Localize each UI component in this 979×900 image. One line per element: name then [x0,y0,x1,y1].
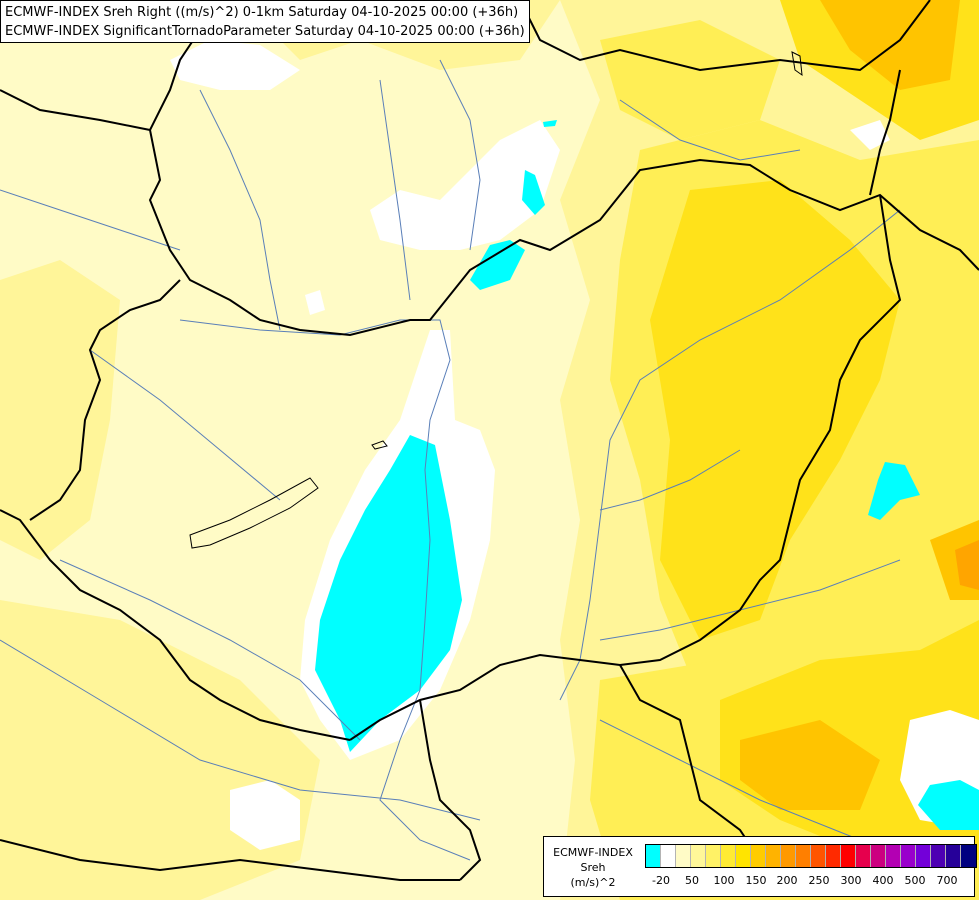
legend-swatch [826,845,841,867]
legend-swatch [856,845,871,867]
lake-balaton [189,477,319,549]
field-orange-se [740,720,880,810]
river-vah [379,79,411,301]
color-legend: ECMWF-INDEX Sreh (m/s)^2 -20 50 100 150 200 2… [543,836,977,897]
river-morava [199,89,281,331]
border-hungary-serbia [349,653,621,741]
river-koros [599,449,741,511]
field-white-ne-small [850,120,890,150]
field-white-north [370,120,560,250]
legend-swatch [796,845,811,867]
legend-swatch [931,845,946,867]
legend-swatch [916,845,931,867]
legend-tick-label: 50 [685,874,699,887]
field-yellow-light-west [0,260,120,560]
legend-swatch [886,845,901,867]
rivers [0,59,901,861]
river-drava [59,559,361,741]
legend-swatch [706,845,721,867]
field-cyan-north-1 [522,170,545,215]
legend-swatch [736,845,751,867]
field-orange-ne [820,0,960,90]
river-raba [89,349,281,501]
river-south-east [599,719,861,841]
border-croatia-bosnia [0,839,460,881]
legend-tick-label: -20 [652,874,670,887]
river-sava [0,639,481,821]
border-hungary-romania [619,194,902,666]
field-cyan-tiny [543,120,557,127]
map-title-box: ECMWF-INDEX Sreh Right ((m/s)^2) 0-1km S… [0,0,530,43]
field-cyan-east [868,462,920,520]
field-white-sw [230,780,300,850]
field-white-center-small [305,290,325,315]
border-ukraine [869,69,901,196]
legend-tick-label: 150 [745,874,767,887]
field-white-top [170,40,300,90]
river-hron [439,59,481,251]
legend-swatch [841,845,856,867]
river-danube [179,319,471,861]
legend-swatch [721,845,736,867]
legend-swatch [676,845,691,867]
legend-tick-label: 500 [904,874,926,887]
legend-swatch [901,845,916,867]
legend-tick-label: 100 [713,874,735,887]
legend-labels: ECMWF-INDEX Sreh (m/s)^2 [544,845,642,890]
legend-swatch [946,845,961,867]
field-orange-dark-east [955,540,979,590]
border-austria-hungary [29,279,181,521]
legend-tick-label: 700 [936,874,958,887]
field-cyan-se [918,780,979,830]
legend-swatch [961,845,976,867]
legend-color-scale [645,844,977,868]
border-hungary-croatia [0,509,351,741]
legend-swatch [646,845,661,867]
legend-tick-label: 400 [872,874,894,887]
legend-source-label: ECMWF-INDEX [553,846,633,859]
legend-tick-label: 250 [808,874,830,887]
map-title-line-1: ECMWF-INDEX Sreh Right ((m/s)^2) 0-1km S… [5,5,519,20]
map-title-line-2: ECMWF-INDEX SignificantTornadoParameter … [5,24,525,39]
lake-small-2 [791,51,803,77]
legend-tick-label: 200 [776,874,798,887]
legend-tick-label: 300 [840,874,862,887]
legend-swatch [811,845,826,867]
legend-variable-label: Sreh [580,861,606,874]
legend-tick-row: -20 50 100 150 200 250 300 400 500 700 [645,874,971,890]
legend-swatch [661,845,676,867]
field-yellow-mid-north [600,20,780,140]
legend-swatch [781,845,796,867]
legend-swatch [691,845,706,867]
river-north-east [619,99,801,161]
legend-swatch [871,845,886,867]
river-west [0,189,181,251]
field-cyan-main [315,435,462,752]
lake-small-1 [371,440,388,450]
legend-unit-label: (m/s)^2 [570,876,616,889]
border-serbia-romania [619,664,761,861]
river-tisza [559,209,901,701]
legend-swatch [766,845,781,867]
legend-swatch [751,845,766,867]
field-cyan-north-2 [470,240,525,290]
field-yellow-strong [650,180,900,640]
border-north-austria-czech [0,89,979,337]
borders [0,0,979,881]
border-croatia-serbia [419,699,482,881]
border-slovakia-poland [519,0,931,72]
